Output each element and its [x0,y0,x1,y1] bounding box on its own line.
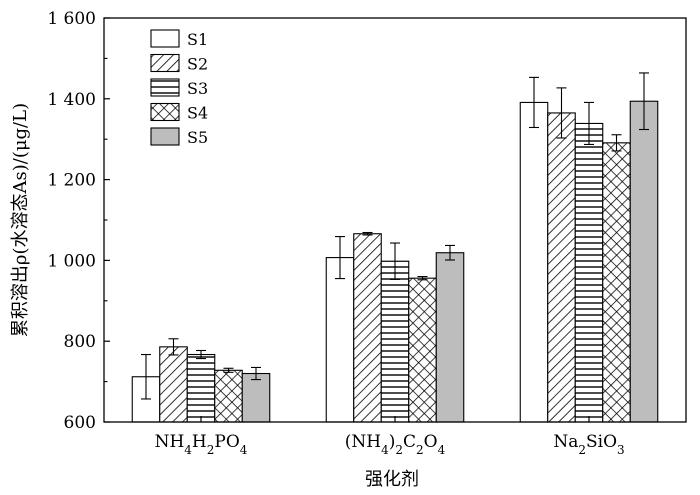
bar-s4 [602,142,631,423]
bar-s5 [629,100,659,423]
y-tick-label: 1 600 [47,9,96,29]
category-label: (NH4)2C2O4 [345,432,446,457]
bar-s4 [214,369,243,423]
y-tick-label: 1 200 [47,171,96,191]
bar-s5 [241,372,271,423]
y-axis-title: 累积溶出ρ(水溶态As)/(μg/L) [10,103,31,337]
bar-s2 [353,233,382,423]
y-tick-label: 800 [64,332,96,352]
legend-swatch-s2 [150,53,180,73]
axes-layer: 600 800 1 000 1 200 1 400 1 600 NH4H2PO4 (NH4)2… [47,9,687,457]
bar-s2 [547,112,576,423]
bar-s3 [380,260,410,423]
bar-s4 [408,277,437,423]
legend-label-s4: S4 [187,104,208,123]
error-bars-layer [141,72,649,400]
bar-s3 [574,122,604,423]
bar-s2 [159,346,188,423]
legend-label-s5: S5 [187,128,208,147]
legend-swatch-s5 [150,127,180,146]
x-axis-title: 强化剂 [365,469,419,490]
bar-s1 [519,101,549,423]
y-tick-label: 1 000 [47,251,96,271]
bars-layer [131,100,659,423]
legend-swatch-s1 [150,29,180,48]
legend-swatch-s4 [150,102,180,122]
legend-swatch-s3 [150,78,180,97]
legend-label-s1: S1 [187,30,208,49]
legend-label-s2: S2 [187,55,208,74]
y-tick-label: 1 400 [47,90,96,110]
y-tick-label: 600 [64,413,96,433]
category-label: NH4H2PO4 [155,432,248,457]
bar-s1 [325,257,355,423]
legend: S1 S2 S3 S4 S5 [150,29,208,147]
category-label: Na2SiO3 [553,432,624,457]
legend-label-s3: S3 [187,79,208,98]
bar-s5 [435,252,465,423]
bar-s3 [186,353,216,423]
